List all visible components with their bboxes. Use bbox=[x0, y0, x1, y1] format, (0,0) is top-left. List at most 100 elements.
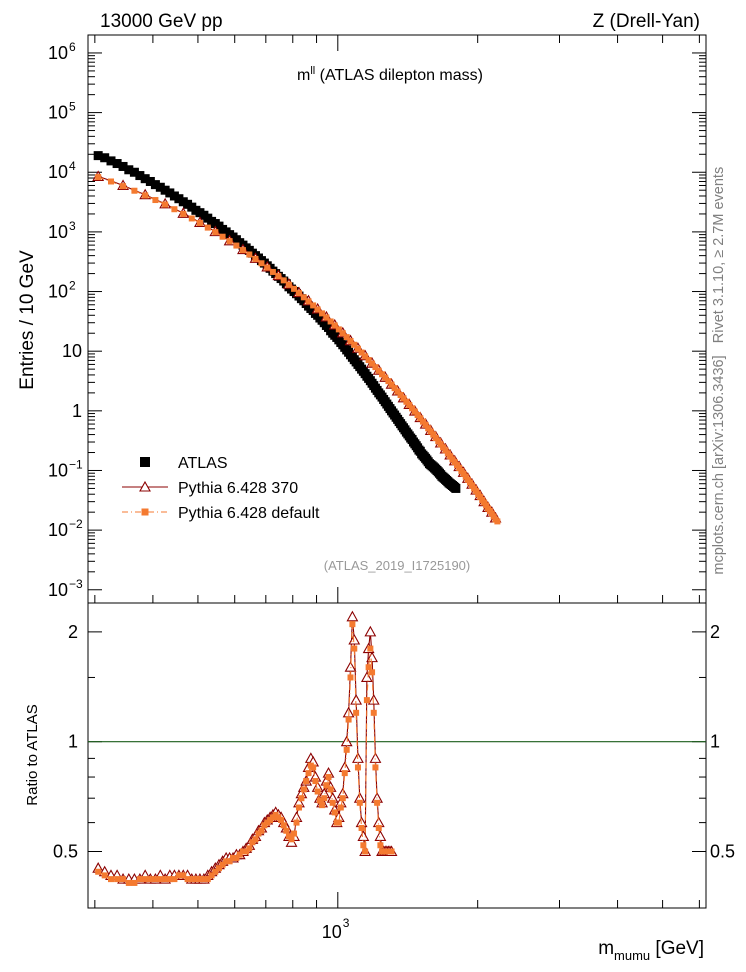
pythia-default-point bbox=[483, 502, 490, 509]
pythia-default-point bbox=[375, 367, 382, 374]
ratio-point-default bbox=[298, 795, 305, 802]
pythia-default-point bbox=[343, 334, 350, 341]
ytick-exponent: −2 bbox=[69, 517, 83, 531]
ratio-point-default bbox=[339, 795, 346, 802]
atlas-point bbox=[129, 167, 139, 177]
pythia-default-point bbox=[233, 242, 240, 249]
ratio-ytick-label-right: 1 bbox=[710, 732, 720, 752]
legend: ATLAS Pythia 6.428 370 Pythia 6.428 defaul… bbox=[122, 455, 320, 522]
ratio-point-default bbox=[360, 842, 367, 849]
ytick-label: 10 bbox=[62, 341, 82, 361]
atlas-point bbox=[165, 188, 175, 198]
pythia-default-point bbox=[252, 255, 259, 262]
pythia-default-point bbox=[319, 310, 326, 317]
ratio-point-default bbox=[354, 764, 361, 771]
ytick-exponent: 3 bbox=[69, 219, 76, 233]
ratio-point-default bbox=[252, 836, 259, 843]
atlas-point bbox=[106, 156, 116, 166]
ratio-ytick-label-right: 0.5 bbox=[710, 841, 735, 861]
ratio-point-default bbox=[341, 770, 348, 777]
atlas-point bbox=[118, 161, 128, 171]
ratio-point-default bbox=[180, 872, 187, 879]
pythia-default-point bbox=[335, 326, 342, 333]
ytick-label: 10 bbox=[48, 520, 68, 540]
ratio-point-default bbox=[377, 842, 384, 849]
ratio-point-default bbox=[208, 872, 215, 879]
ratio-point-default bbox=[120, 876, 127, 883]
pythia-default-point bbox=[323, 314, 330, 321]
watermark: (ATLAS_2019_I1725190) bbox=[324, 558, 470, 573]
pythia-default-point bbox=[291, 285, 298, 292]
pythia-default-point bbox=[275, 273, 282, 280]
pythia-default-point bbox=[447, 453, 454, 460]
ratio-point-default bbox=[347, 674, 354, 681]
atlas-point bbox=[145, 176, 155, 186]
pythia-default-point bbox=[269, 268, 276, 275]
legend-marker-default bbox=[141, 508, 149, 516]
ratio-ylabel: Ratio to ATLAS bbox=[24, 704, 41, 805]
header-left: 13000 GeV pp bbox=[100, 11, 223, 32]
ratio-series bbox=[92, 610, 398, 886]
rivet-label: Rivet 3.1.10, ≥ 2.7M events bbox=[711, 167, 727, 343]
atlas-point bbox=[155, 182, 165, 192]
pythia-default-point bbox=[310, 302, 317, 309]
atlas-point bbox=[451, 483, 461, 493]
ratio-point-default bbox=[388, 848, 395, 855]
ratio-point-default bbox=[343, 746, 350, 753]
ratio-point-default bbox=[223, 858, 230, 865]
ratio-point-default bbox=[236, 851, 243, 858]
pythia-default-point bbox=[131, 187, 138, 194]
legend-label: ATLAS bbox=[178, 455, 228, 472]
ratio-point-default bbox=[365, 664, 372, 671]
legend-label: Pythia 6.428 370 bbox=[178, 480, 298, 497]
pythia-default-point bbox=[295, 290, 302, 297]
ytick-exponent: 2 bbox=[69, 279, 76, 293]
ratio-point-default bbox=[345, 716, 352, 723]
atlas-point bbox=[150, 180, 160, 190]
source-label: mcplots.cern.ch [arXiv:1306.3436] bbox=[711, 355, 727, 574]
ratio-point-default bbox=[188, 876, 195, 883]
pythia-default-point bbox=[180, 210, 187, 217]
pythia-default-point bbox=[142, 192, 149, 199]
pythia-default-point bbox=[417, 415, 424, 422]
ratio-point-370 bbox=[346, 610, 359, 622]
ratio-ytick-label: 1 bbox=[68, 732, 78, 752]
xtick-exponent: 3 bbox=[343, 916, 350, 930]
atlas-point bbox=[93, 151, 103, 161]
atlas-point bbox=[112, 159, 122, 169]
ratio-point-370 bbox=[348, 633, 361, 645]
ratio-point-default bbox=[239, 848, 246, 855]
ratio-point-default bbox=[374, 799, 381, 806]
ratio-point-default bbox=[166, 876, 173, 883]
pythia-default-point bbox=[246, 251, 253, 258]
ratio-point-default bbox=[125, 879, 132, 886]
ratio-point-default bbox=[243, 848, 250, 855]
ratio-ytick-label-right: 2 bbox=[710, 622, 720, 642]
ratio-point-default bbox=[101, 872, 108, 879]
pythia-default-point bbox=[411, 408, 418, 415]
ratio-point-default bbox=[370, 709, 377, 716]
ratio-point-default bbox=[362, 848, 369, 855]
ratio-point-default bbox=[327, 786, 334, 793]
legend-marker-atlas bbox=[140, 457, 150, 467]
pythia-default-point bbox=[391, 385, 398, 392]
atlas-point bbox=[140, 174, 150, 184]
pythia-default-point bbox=[427, 428, 434, 435]
ratio-point-default bbox=[367, 645, 374, 652]
ratio-point-default bbox=[349, 621, 356, 628]
legend-marker-370 bbox=[139, 480, 151, 492]
pythia-default-point bbox=[204, 224, 211, 231]
pythia-default-point bbox=[394, 388, 401, 395]
pythia-default-point bbox=[331, 322, 338, 329]
ytick-label: 10 bbox=[48, 103, 68, 123]
xtick-label: 10 bbox=[322, 922, 342, 942]
ratio-point-default bbox=[325, 774, 332, 781]
ratio-point-default bbox=[363, 697, 370, 704]
ytick-exponent: 6 bbox=[69, 40, 76, 54]
ratio-point-default bbox=[219, 861, 226, 868]
pythia-default-point bbox=[473, 488, 480, 495]
pythia-default-point bbox=[305, 298, 312, 305]
pythia-default-point bbox=[152, 197, 159, 204]
ratio-point-default bbox=[142, 876, 149, 883]
ratio-point-default bbox=[312, 778, 319, 785]
